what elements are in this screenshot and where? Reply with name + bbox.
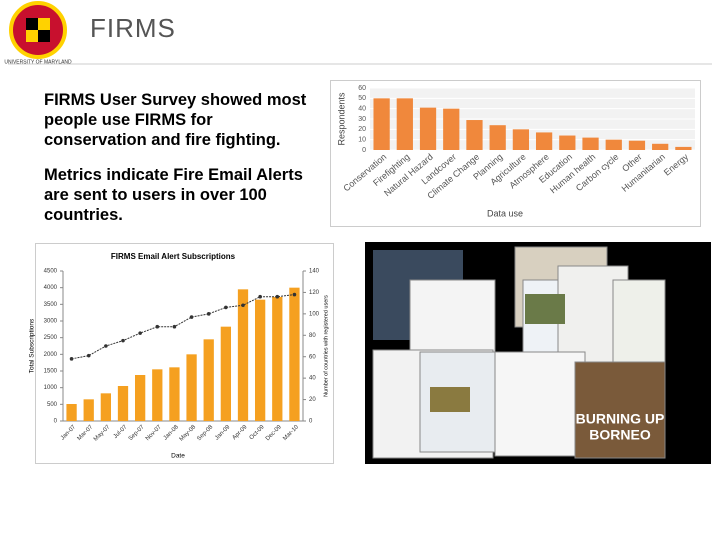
chart-frame xyxy=(35,243,334,464)
y-tick-label: 50 xyxy=(358,95,366,102)
logo-text: UNIVERSITY OF MARYLAND xyxy=(4,59,72,65)
line-point xyxy=(121,338,125,343)
bar xyxy=(396,98,413,150)
screenshot xyxy=(612,279,666,373)
bar xyxy=(83,399,94,421)
bar xyxy=(203,339,214,421)
y-tick-label: 60 xyxy=(358,85,366,92)
header-title: FIRMS xyxy=(90,13,176,43)
y-tick-label: 2500 xyxy=(44,335,58,341)
line-point xyxy=(275,294,280,299)
y-axis-label: Total Subscriptions xyxy=(29,318,36,373)
bar xyxy=(135,375,146,421)
y2-tick-label: 100 xyxy=(309,311,320,317)
y-tick-label: 3000 xyxy=(44,319,58,325)
y-tick-label: 1000 xyxy=(44,385,58,391)
bar xyxy=(186,354,197,421)
photo xyxy=(430,387,470,412)
bar xyxy=(605,139,622,150)
collage-text: BORNEO xyxy=(589,427,651,443)
line-point xyxy=(155,324,160,329)
survey-chart: 0102030405060ConservationFirefightingNat… xyxy=(330,80,701,227)
screenshot xyxy=(494,351,586,457)
y-axis-label: Respondents xyxy=(336,92,346,146)
bar xyxy=(152,369,163,421)
line-point xyxy=(189,315,194,319)
x-axis-label: Date xyxy=(171,453,185,460)
line-point xyxy=(138,331,142,335)
y-tick-label: 4500 xyxy=(44,269,58,275)
bar xyxy=(489,125,506,150)
line-point xyxy=(172,324,177,329)
subscription-chart: FIRMS Email Alert Subscriptions050010001… xyxy=(29,243,334,464)
y-tick-label: 10 xyxy=(358,137,366,144)
line-point xyxy=(104,344,108,348)
y2-tick-label: 20 xyxy=(309,397,316,403)
y-tick-label: 4000 xyxy=(44,285,58,291)
bar xyxy=(582,137,599,150)
collage-text: BURNING UP xyxy=(576,411,665,427)
line-point xyxy=(206,312,211,316)
bullet: Metrics indicate Fire Email Alerts are s… xyxy=(44,166,303,224)
bar xyxy=(628,140,646,150)
line-point xyxy=(292,292,297,297)
y-tick-label: 500 xyxy=(47,402,58,408)
line-point xyxy=(224,305,228,310)
logo-shield xyxy=(38,30,50,42)
y-tick-label: 0 xyxy=(362,147,366,154)
x-axis-label: Data use xyxy=(487,208,523,218)
line xyxy=(71,294,295,360)
bar xyxy=(220,326,231,421)
bar xyxy=(272,297,283,421)
bar xyxy=(535,132,553,150)
line-point xyxy=(69,357,74,361)
bar xyxy=(419,107,437,150)
bar xyxy=(559,135,576,150)
y2-tick-label: 40 xyxy=(309,376,316,382)
y2-tick-label: 80 xyxy=(309,333,316,339)
bar xyxy=(466,120,483,150)
bar xyxy=(373,98,390,150)
header: UNIVERSITY OF MARYLAND FIRMS xyxy=(4,1,712,65)
logo-shield xyxy=(26,18,38,30)
y-tick-label: 2000 xyxy=(44,352,58,358)
photo-collage: BURNING UP BORNEO xyxy=(365,242,711,464)
bar xyxy=(169,367,180,421)
y2-tick-label: 0 xyxy=(309,419,313,425)
bar xyxy=(289,287,300,421)
bar xyxy=(100,393,111,421)
line-point xyxy=(86,353,91,358)
y-tick-label: 20 xyxy=(358,126,366,133)
bar xyxy=(117,386,129,421)
bar xyxy=(652,143,669,150)
bar xyxy=(66,404,77,421)
y2-tick-label: 60 xyxy=(309,354,316,360)
bar xyxy=(443,108,460,150)
bar xyxy=(675,146,692,150)
y-tick-label: 1500 xyxy=(44,369,58,375)
bar xyxy=(255,299,266,421)
y2-tick-label: 140 xyxy=(309,269,320,275)
y-tick-label: 3500 xyxy=(44,302,58,308)
chart-title: FIRMS Email Alert Subscriptions xyxy=(111,252,236,261)
bar xyxy=(237,289,249,421)
y2-tick-label: 120 xyxy=(309,290,320,296)
magazine-cover xyxy=(574,361,666,459)
y-tick-label: 40 xyxy=(358,106,366,113)
y-tick-label: 30 xyxy=(358,116,366,123)
y2-axis-label: Number of countries with registered user… xyxy=(323,295,329,397)
line-point xyxy=(241,303,245,308)
y-tick-label: 0 xyxy=(54,419,58,425)
line-point xyxy=(258,294,262,299)
photo xyxy=(525,294,565,324)
bar xyxy=(512,129,530,150)
bullet: FIRMS User Survey showed most people use… xyxy=(44,91,307,149)
